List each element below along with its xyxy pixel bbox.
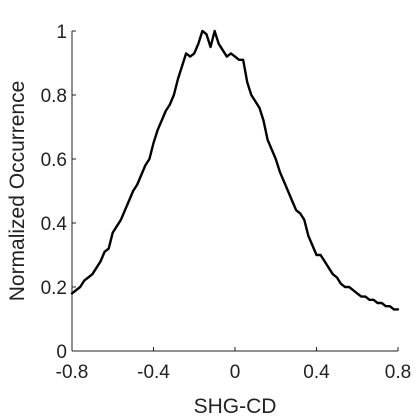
x-tick-label: 0 xyxy=(230,362,241,383)
x-tick-label: -0.8 xyxy=(56,362,89,383)
plot-frame xyxy=(71,31,398,352)
y-tick-label: 0.8 xyxy=(41,86,67,107)
y-tick-label: 0.2 xyxy=(41,278,67,299)
y-axis-label: Normalized Occurrence xyxy=(6,81,29,302)
x-tick-label: 0.4 xyxy=(303,362,330,383)
x-tick-label: 0.8 xyxy=(385,362,411,383)
y-tick-label: 0.4 xyxy=(41,214,68,235)
y-tick-label: 1 xyxy=(56,22,67,43)
x-axis-ticks: -0.8 -0.4 0 0.4 0.8 xyxy=(56,347,411,383)
series-line xyxy=(70,29,400,311)
y-axis-ticks: 0 0.2 0.4 0.6 0.8 1 xyxy=(41,22,76,363)
x-tick-label: -0.4 xyxy=(137,362,170,383)
y-tick-label: 0 xyxy=(56,342,67,363)
x-axis-label: SHG-CD xyxy=(194,395,277,418)
data-layer xyxy=(70,29,400,311)
y-tick-label: 0.6 xyxy=(41,150,67,171)
